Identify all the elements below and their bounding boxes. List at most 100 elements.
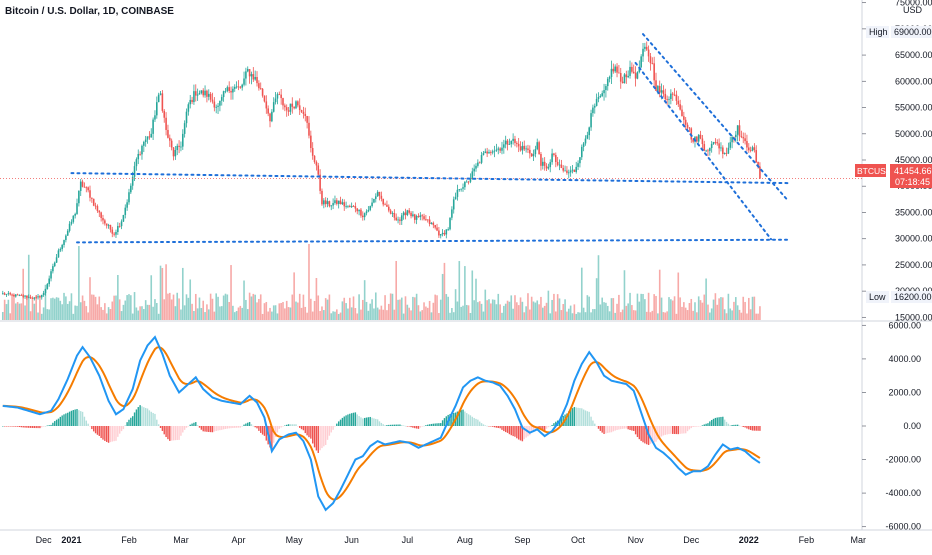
macd-histogram-bar [634,426,637,435]
macd-histogram-bar [169,426,171,441]
macd-histogram-bar [323,426,325,447]
candle-body [404,212,407,216]
candle-body [365,211,368,214]
macd-histogram-bar [373,418,375,426]
candle-body [252,74,255,80]
macd-histogram-bar [597,426,600,429]
candle-body [564,170,566,172]
volume-bar [289,307,292,320]
candle-body [313,155,316,162]
macd-histogram-bar [553,423,555,426]
volume-bar [263,303,266,320]
macd-histogram-bar [378,421,381,426]
macd-histogram-bar [131,416,134,426]
volume-bar [703,294,706,320]
candle-body [81,181,84,187]
candle-body [573,169,576,172]
candle-body [438,230,440,236]
macd-histogram-bar [555,421,557,426]
macd-histogram-bar [620,426,622,430]
macd-histogram-bar [59,416,62,426]
candle-body [593,105,596,108]
candle-body [72,215,75,222]
candle-body [402,212,405,216]
volume-bar [53,298,56,320]
macd-histogram-bar [337,421,340,426]
volume-bar [52,297,54,320]
candle-body [347,205,349,207]
candle-body [22,295,24,297]
macd-histogram-bar [37,426,39,429]
macd-histogram-bar [499,426,501,429]
volume-bar [404,296,407,320]
macd-histogram-bar [451,413,453,426]
candle-body [532,154,535,157]
macd-histogram-bar [5,426,8,427]
candle-body [553,153,555,155]
macd-histogram-bar [759,426,761,431]
candle-body [503,144,505,148]
candle-body [96,206,99,211]
candle-body [87,187,89,191]
candle-body [718,143,720,149]
volume-bar [55,297,58,320]
macd-histogram-bar [362,418,364,426]
candle-body [445,229,448,235]
candle-body [714,142,717,143]
candle-body [276,94,279,99]
volume-bar [209,293,212,320]
volume-bar [577,312,579,320]
macd-histogram-bar [434,423,436,426]
candle-body [224,90,227,92]
candle-body [759,166,761,179]
candle-body [291,103,294,107]
macd-histogram-bar [122,426,125,430]
macd-histogram-bar [464,411,466,426]
volume-bar [631,305,633,320]
volume-bar [694,302,696,320]
candle-body [495,149,498,151]
macd-histogram-bar [569,409,572,426]
macd-histogram-bar [712,418,715,426]
macd-histogram-bar [345,415,347,426]
macd-histogram-bar [640,426,642,441]
volume-bar [198,297,201,320]
volume-bar [688,303,691,320]
volume-bar [26,295,28,320]
volume-bar [59,300,62,320]
candle-body [133,166,136,177]
volume-bar [193,311,195,320]
candle-body [369,206,372,210]
volume-bar [649,312,652,320]
volume-bar [317,295,320,320]
volume-bar [425,306,427,320]
macd-histogram-bar [427,424,429,426]
candle-body [490,152,492,153]
volume-bar [157,313,160,320]
candle-body [634,73,637,79]
macd-tick-label: -2000.00 [885,455,921,465]
time-tick-label: Apr [231,535,245,545]
candle-body [491,151,494,153]
candle-body [317,165,320,175]
volume-bar [580,267,583,320]
macd-histogram-bar [276,426,279,433]
macd-histogram-bar [486,425,488,427]
macd-histogram-bar [63,414,65,426]
macd-histogram-bar [479,421,481,426]
candle-body [24,295,26,297]
macd-histogram-bar [93,426,95,432]
macd-histogram-bar [18,426,21,428]
macd-histogram-bar [633,426,635,431]
candle-body [746,141,748,148]
macd-histogram-bar [137,407,139,426]
macd-histogram-bar [143,407,145,426]
macd-histogram-bar [592,420,594,426]
macd-histogram-bar [324,426,327,445]
candle-body [92,198,95,206]
trendline [634,61,773,241]
volume-bar [237,307,240,320]
macd-histogram-bar [41,426,43,428]
candle-body [31,298,34,300]
